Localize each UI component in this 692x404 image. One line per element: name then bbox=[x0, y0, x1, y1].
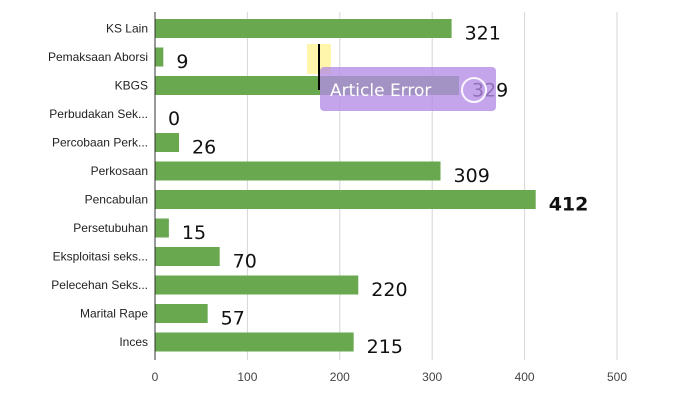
bar bbox=[155, 304, 208, 323]
category-label: Perkosaan bbox=[91, 164, 148, 178]
data-label: 57 bbox=[221, 308, 245, 330]
data-label: 70 bbox=[233, 251, 257, 273]
data-label: 9 bbox=[176, 51, 188, 73]
category-label: KS Lain bbox=[106, 22, 148, 36]
bar bbox=[155, 275, 359, 295]
article-error-text: Article Error bbox=[330, 81, 431, 101]
grid-layer bbox=[246, 12, 618, 360]
bar bbox=[155, 161, 441, 181]
article-error-box[interactable] bbox=[320, 67, 496, 111]
data-label: 26 bbox=[192, 137, 216, 159]
data-label: 215 bbox=[367, 336, 403, 358]
category-label: Inces bbox=[119, 335, 148, 349]
x-tick-label: 200 bbox=[330, 370, 350, 384]
bar bbox=[155, 133, 180, 152]
category-label: Pencabulan bbox=[85, 193, 148, 207]
x-axis-ticks: 0 100 200 300 400 500 bbox=[152, 370, 628, 384]
value-labels: 3219329026309412157022057215 bbox=[168, 23, 588, 359]
data-label: 220 bbox=[371, 279, 407, 301]
circle-icon[interactable] bbox=[461, 77, 487, 103]
data-label: 0 bbox=[168, 108, 180, 130]
bars-layer bbox=[155, 19, 536, 352]
bar bbox=[155, 247, 220, 266]
category-label: Percobaan Perk... bbox=[52, 136, 148, 150]
bar bbox=[155, 19, 452, 38]
data-label: 309 bbox=[454, 165, 490, 187]
category-label: Persetubuhan bbox=[73, 221, 148, 235]
category-label: Perbudakan Sek... bbox=[49, 107, 148, 121]
x-tick-label: 0 bbox=[152, 370, 159, 384]
x-tick-label: 400 bbox=[515, 370, 535, 384]
bar bbox=[155, 332, 354, 352]
category-label: Marital Rape bbox=[80, 307, 148, 321]
category-label: Eksploitasi seks... bbox=[53, 250, 148, 264]
category-labels: KS Lain Pemaksaan Aborsi KBGS Perbudakan Se… bbox=[48, 22, 148, 350]
category-label: KBGS bbox=[115, 79, 148, 93]
category-label: Pemaksaan Aborsi bbox=[48, 50, 148, 64]
bar bbox=[155, 190, 536, 209]
x-tick-label: 500 bbox=[607, 370, 627, 384]
category-label: Pelecehan Seks... bbox=[51, 278, 148, 292]
article-error-overlay[interactable]: Article Error bbox=[307, 44, 496, 111]
bar bbox=[155, 47, 164, 67]
data-label: 15 bbox=[182, 222, 206, 244]
bar bbox=[155, 218, 169, 238]
x-tick-label: 100 bbox=[237, 370, 257, 384]
data-label: 412 bbox=[549, 194, 589, 216]
data-label: 321 bbox=[465, 23, 501, 45]
x-tick-label: 300 bbox=[422, 370, 442, 384]
